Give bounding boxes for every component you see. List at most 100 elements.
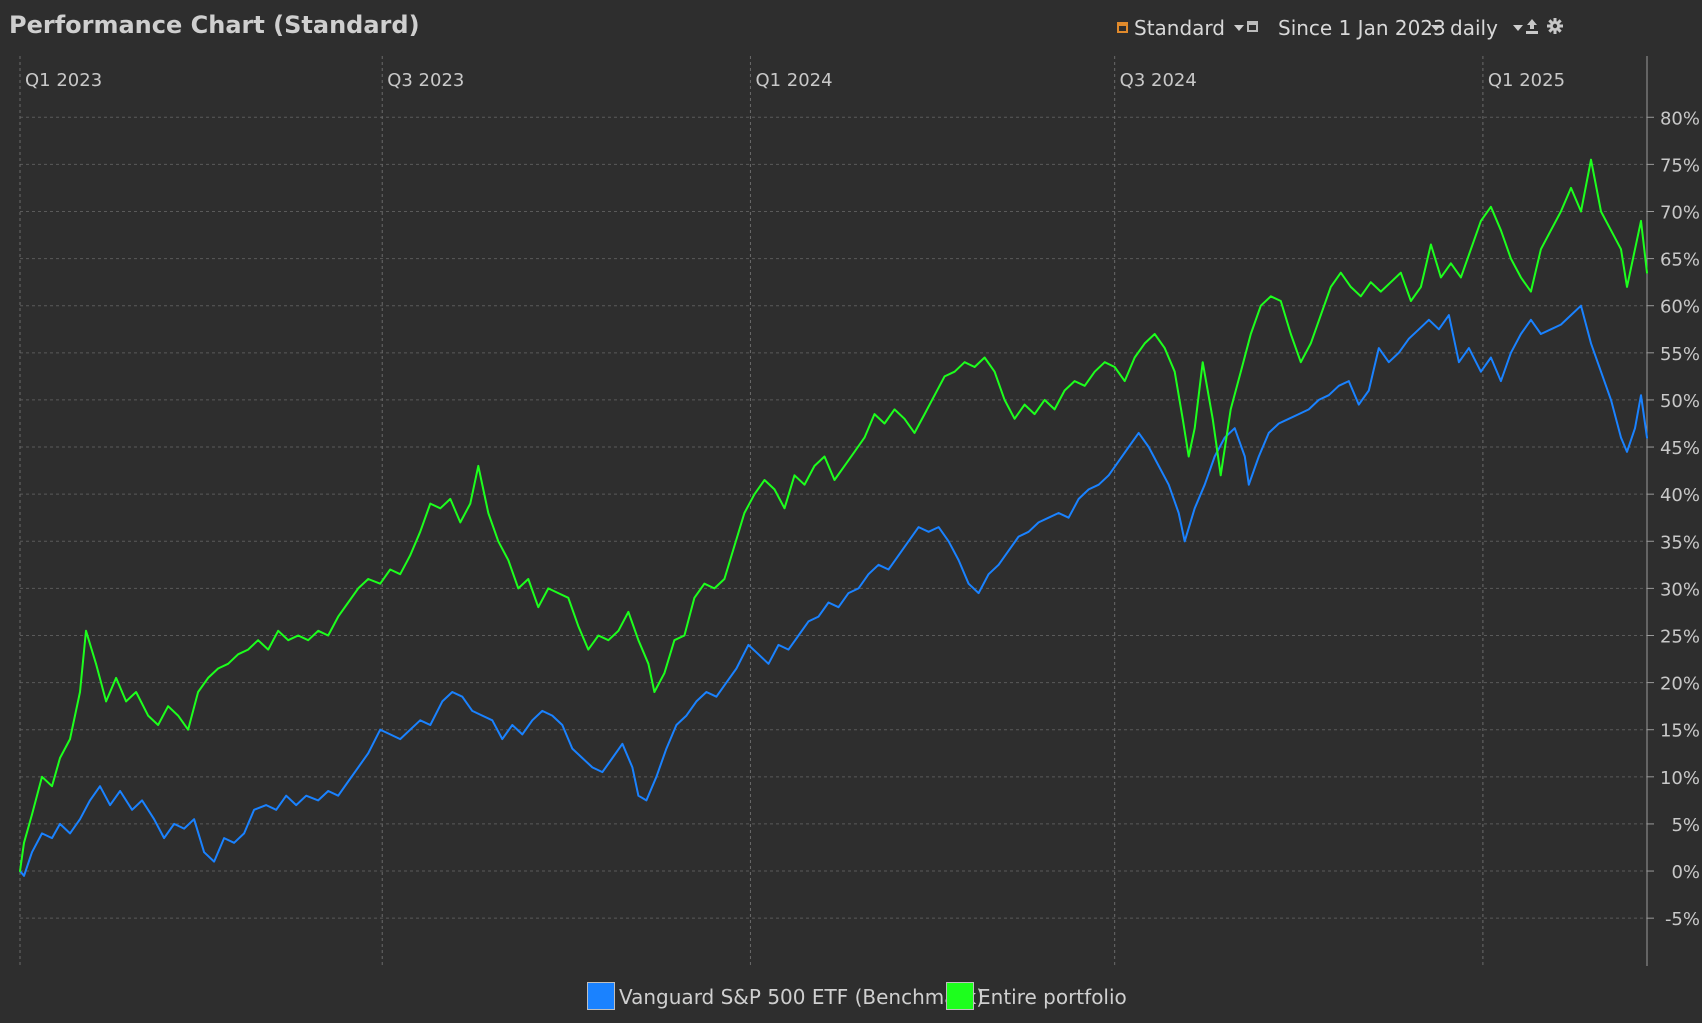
portfolio-data-point (527, 578, 530, 580)
gear-icon[interactable] (1547, 18, 1563, 34)
benchmark-data-point (715, 695, 718, 698)
portfolio-data-point (1269, 295, 1272, 298)
benchmark-data-point (1243, 455, 1246, 458)
benchmark-data-point (1610, 399, 1612, 401)
benchmark-data-point (265, 804, 267, 806)
benchmark-data-point (1388, 361, 1390, 364)
portfolio-data-point (1600, 210, 1602, 213)
y-tick-label: 10% (1660, 768, 1700, 789)
legend-item-benchmark[interactable]: Vanguard S&P 500 ETF (Benchmark) (587, 982, 984, 1014)
benchmark-data-point (937, 526, 940, 528)
performance-chart: -5% 0% 5% 10% 15% 20% 25% 30% 35% 40% 45% 50% 55% 60%… (19, 56, 1700, 966)
y-tick-label: 75% (1660, 155, 1700, 176)
benchmark-data-point (51, 837, 53, 839)
portfolio-data-point (933, 394, 936, 397)
portfolio-data-point (1590, 158, 1592, 161)
period-selector[interactable]: Since 1 Jan 2023 (1247, 16, 1446, 40)
portfolio-data-point (1420, 286, 1422, 288)
portfolio-data-point (1113, 366, 1116, 368)
benchmark-data-point (337, 794, 339, 797)
portfolio-data-point (1193, 427, 1196, 430)
chart-type-label: Standard (1134, 16, 1225, 40)
y-tick-label: 80% (1660, 108, 1700, 129)
benchmark-data-point (887, 568, 890, 571)
portfolio-data-point (647, 662, 650, 665)
benchmark-data-point (1297, 413, 1300, 415)
portfolio-data-point (105, 700, 107, 703)
benchmark-data-point (977, 592, 980, 594)
portfolio-data-point (783, 507, 786, 510)
y-tick-label: 30% (1660, 579, 1700, 600)
benchmark-data-point (725, 681, 728, 684)
portfolio-data-point (1103, 361, 1106, 364)
portfolio-data-point (663, 672, 666, 674)
benchmark-data-point (957, 559, 960, 561)
benchmark-data-point (1027, 531, 1030, 533)
portfolio-data-point (317, 629, 319, 632)
y-tick-label: 5% (1671, 815, 1700, 836)
benchmark-data-point (1328, 394, 1330, 397)
benchmark-data-point (79, 818, 81, 821)
portfolio-data-point (297, 634, 299, 637)
benchmark-data-point (69, 832, 71, 835)
portfolio-data-point (357, 587, 360, 590)
chevron-down-icon[interactable] (1513, 25, 1523, 31)
y-tick-label: -5% (1665, 909, 1700, 930)
portfolio-data-point (367, 578, 370, 580)
portfolio-data-point (653, 691, 656, 693)
y-tick-label: 25% (1660, 626, 1700, 647)
y-tick-label: 15% (1660, 721, 1700, 742)
portfolio-data-point (693, 597, 696, 599)
portfolio-data-point (1560, 210, 1562, 213)
chevron-down-icon[interactable] (1234, 25, 1244, 31)
benchmark-data-point (1640, 394, 1642, 397)
portfolio-data-point (983, 356, 986, 359)
portfolio-data-point (1340, 271, 1342, 274)
export-icon[interactable] (1525, 18, 1539, 36)
benchmark-data-point (419, 719, 422, 722)
portfolio-data-point (1480, 220, 1482, 222)
benchmark-data-point (1317, 399, 1320, 401)
benchmark-data-point (645, 799, 648, 802)
interval-selector[interactable]: daily (1450, 16, 1523, 40)
benchmark-data-point (1626, 450, 1628, 453)
benchmark-data-point (1183, 540, 1186, 543)
portfolio-data-point (1319, 314, 1322, 316)
benchmark-data-point (611, 757, 614, 759)
portfolio-color-swatch (946, 982, 974, 1010)
benchmark-data-point (1458, 361, 1460, 364)
legend-label-portfolio: Entire portfolio (978, 985, 1127, 1009)
benchmark-data-point (521, 733, 524, 736)
benchmark-data-point (665, 747, 668, 750)
portfolio-data-point (115, 677, 117, 679)
portfolio-data-point (1163, 347, 1166, 349)
legend-item-portfolio[interactable]: Entire portfolio (946, 982, 1127, 1014)
benchmark-data-point (1257, 455, 1260, 458)
benchmark-data-point (223, 837, 225, 839)
benchmark-data-point (1368, 389, 1370, 392)
benchmark-data-point (927, 531, 930, 533)
benchmark-data-point (1193, 507, 1196, 510)
portfolio-data-point (257, 639, 259, 641)
portfolio-series-line (19, 158, 1648, 872)
portfolio-data-point (1289, 333, 1292, 335)
portfolio-data-point (1390, 281, 1392, 283)
portfolio-data-point (883, 422, 886, 425)
benchmark-data-point (1530, 319, 1532, 321)
portfolio-data-point (1460, 276, 1462, 279)
portfolio-data-point (637, 639, 640, 641)
benchmark-data-point (1077, 498, 1080, 500)
portfolio-data-point (23, 841, 25, 844)
chevron-down-icon[interactable] (1431, 25, 1441, 31)
portfolio-data-point (1053, 408, 1056, 411)
benchmark-data-point (1287, 417, 1290, 420)
chart-type-selector[interactable]: Standard (1117, 16, 1245, 40)
benchmark-data-point (357, 766, 360, 769)
portfolio-data-point (1330, 286, 1332, 288)
portfolio-data-point (953, 370, 956, 373)
benchmark-data-point (877, 564, 880, 566)
chart-toolbar: Standard Since 1 Jan 2023 daily (1102, 14, 1702, 44)
benchmark-data-point (1338, 385, 1340, 387)
portfolio-data-point (683, 634, 686, 637)
benchmark-data-point (817, 615, 820, 618)
